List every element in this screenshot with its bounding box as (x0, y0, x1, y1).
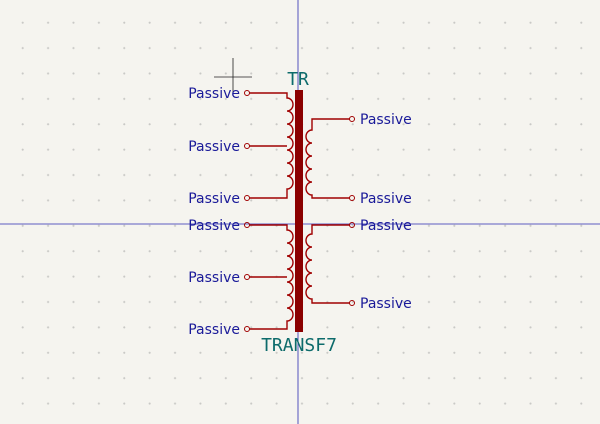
value-field[interactable]: TRANSF7 (261, 335, 337, 356)
pin-type-label-left-4[interactable]: Passive (188, 218, 240, 234)
pin-endpoint (244, 143, 250, 149)
pin-type-label-left-2[interactable]: Passive (188, 139, 240, 155)
pin-endpoint (244, 326, 250, 332)
cursor-crosshair-icon (214, 58, 252, 96)
transformer-core[interactable] (295, 90, 303, 332)
pin-type-label-right-2[interactable]: Passive (360, 191, 412, 207)
reference-field[interactable]: TR (287, 69, 309, 90)
pin-type-label-right-1[interactable]: Passive (360, 112, 412, 128)
pin-endpoint (349, 300, 355, 306)
pin-endpoint (349, 116, 355, 122)
pin-endpoint (244, 90, 250, 96)
pin-endpoint (244, 222, 250, 228)
pin-type-label-left-5[interactable]: Passive (188, 270, 240, 286)
pin-endpoint (349, 195, 355, 201)
pin-endpoint (244, 195, 250, 201)
pin-type-label-left-1[interactable]: Passive (188, 86, 240, 102)
left-upper-winding[interactable] (249, 92, 294, 199)
pin-type-label-right-3[interactable]: Passive (360, 218, 412, 234)
right-lower-winding[interactable] (305, 224, 350, 304)
pin-endpoint (244, 274, 250, 280)
pin-endpoint (349, 222, 355, 228)
pin-type-label-right-4[interactable]: Passive (360, 296, 412, 312)
left-lower-winding[interactable] (249, 224, 294, 330)
pin-endpoints (244, 90, 355, 332)
right-upper-winding[interactable] (305, 118, 350, 199)
pin-type-label-left-6[interactable]: Passive (188, 322, 240, 338)
pin-type-label-left-3[interactable]: Passive (188, 191, 240, 207)
